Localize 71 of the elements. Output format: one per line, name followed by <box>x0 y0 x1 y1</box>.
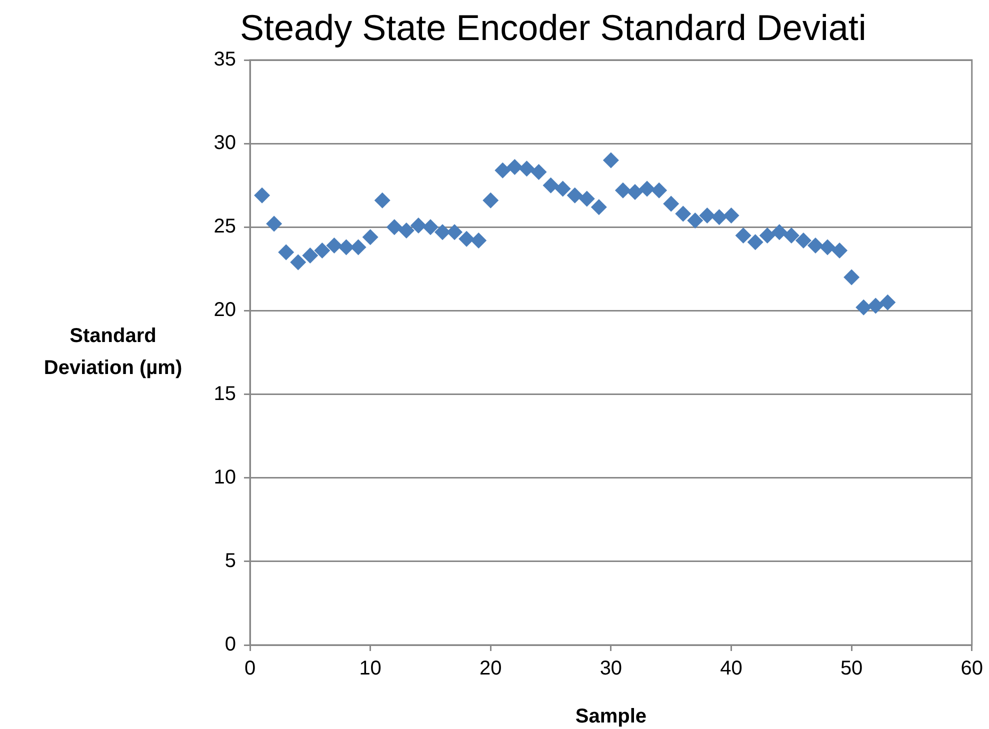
chart-title: Steady State Encoder Standard Deviati <box>240 6 866 48</box>
point <box>506 158 523 175</box>
point <box>554 180 571 197</box>
y-tick-label: 20 <box>214 299 236 322</box>
y-tick-label: 10 <box>214 466 236 488</box>
y-tick-label: 15 <box>214 382 236 405</box>
point <box>386 219 402 236</box>
point <box>723 207 740 224</box>
point <box>639 180 656 197</box>
point <box>771 224 788 240</box>
point <box>374 192 390 208</box>
point <box>795 232 812 249</box>
y-tick-label: 25 <box>214 216 236 238</box>
point <box>326 238 342 254</box>
point <box>446 224 463 240</box>
x-tick-label: 60 <box>960 658 983 680</box>
point <box>844 269 860 286</box>
point <box>530 164 547 180</box>
y-tick-label: 35 <box>214 48 236 71</box>
point <box>398 222 414 238</box>
point <box>759 228 776 244</box>
point <box>614 182 631 198</box>
point <box>314 242 330 259</box>
point <box>687 212 704 228</box>
point <box>278 244 294 260</box>
y-tick-label: 30 <box>214 132 236 154</box>
point <box>254 187 270 204</box>
point <box>880 294 896 310</box>
point <box>350 239 366 256</box>
y-tick-label: 0 <box>224 634 236 656</box>
point <box>518 160 535 177</box>
x-axis-title: Sample <box>575 706 647 728</box>
y-tick-label: 5 <box>224 550 236 572</box>
point <box>494 162 511 178</box>
point <box>266 216 282 232</box>
point <box>302 248 318 264</box>
point <box>735 228 752 244</box>
point <box>434 224 450 240</box>
point <box>362 229 378 246</box>
point <box>422 219 438 236</box>
point <box>711 209 728 226</box>
point <box>410 217 426 234</box>
point <box>566 187 583 204</box>
point <box>578 190 595 207</box>
point <box>747 234 764 250</box>
y-axis-title: Standard Deviation (µm) <box>44 325 182 380</box>
point <box>675 206 692 222</box>
point <box>458 230 475 247</box>
point <box>868 298 884 314</box>
x-tick-label: 50 <box>840 658 863 680</box>
x-tick-label: 40 <box>720 658 742 680</box>
point <box>807 238 824 254</box>
point <box>783 228 800 244</box>
point <box>590 199 607 216</box>
point <box>470 232 487 249</box>
point <box>338 239 354 256</box>
point <box>699 207 716 224</box>
point <box>651 182 668 198</box>
point <box>542 177 559 194</box>
point <box>290 254 306 270</box>
point <box>602 152 619 168</box>
point <box>820 239 836 256</box>
x-tick-label: 20 <box>480 658 502 680</box>
point <box>856 299 872 316</box>
point <box>482 192 499 208</box>
x-tick-label: 0 <box>244 658 256 680</box>
x-tick-label: 10 <box>359 658 382 680</box>
x-tick-label: 30 <box>600 658 622 680</box>
point <box>663 196 680 212</box>
point <box>832 242 848 259</box>
point <box>627 184 643 200</box>
